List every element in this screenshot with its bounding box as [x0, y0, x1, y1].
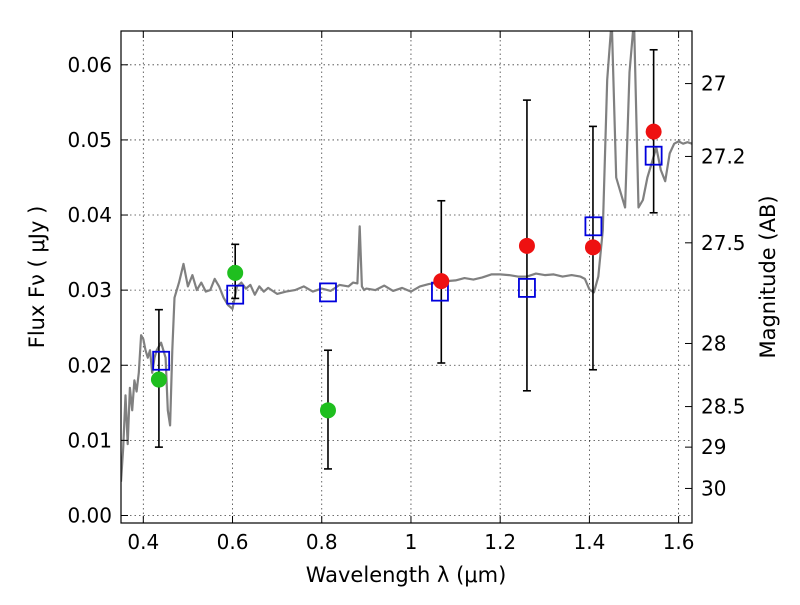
y-tick-label: 0.04 — [67, 203, 112, 227]
x-tick-label: 1.2 — [484, 530, 516, 554]
right-tick-label: 27 — [701, 72, 726, 96]
y-tick-label: 0.00 — [67, 503, 112, 527]
observed-flux-point — [584, 239, 601, 256]
right-tick-label: 27.2 — [701, 144, 746, 168]
observed-flux-point — [227, 264, 244, 281]
x-tick-label: 0.8 — [306, 530, 338, 554]
x-tick-label: 1.6 — [663, 530, 695, 554]
y-tick-label: 0.03 — [67, 278, 112, 302]
x-tick-label: 0.6 — [217, 530, 249, 554]
right-tick-label: 28 — [701, 331, 726, 355]
model-spectrum-line — [121, 31, 692, 482]
y-tick-label: 0.01 — [67, 428, 112, 452]
y-axis-label: Flux Fν ( μJy ) — [25, 206, 49, 349]
plot-area — [121, 31, 692, 482]
right-tick-label: 29 — [701, 435, 726, 459]
axis-ticks: 0.4 0.6 0.8 1 1.2 1.4 1.6 0.00 0.01 0.02 0.03 0.04 0… — [67, 31, 746, 554]
x-tick-label: 0.4 — [127, 530, 159, 554]
model-photometry-square — [226, 284, 245, 305]
model-photometry-square — [644, 145, 663, 166]
observed-flux-point — [319, 402, 336, 419]
grid — [121, 31, 692, 523]
plot-frame — [120, 30, 693, 524]
model-photometry-square — [584, 216, 603, 237]
observed-flux-point — [518, 237, 535, 254]
x-tick-label: 1 — [405, 530, 418, 554]
observed-flux-point — [645, 123, 662, 140]
model-photometry-square — [319, 282, 337, 303]
x-axis-label: Wavelength λ (μm) — [306, 563, 507, 587]
observed-flux-point — [433, 273, 450, 290]
right-tick-label: 28.5 — [701, 395, 746, 419]
x-tick-label: 1.4 — [573, 530, 605, 554]
right-axis-label: Magnitude (AB) — [756, 195, 780, 358]
model-photometry-square — [518, 277, 536, 298]
observed-flux-point — [150, 371, 167, 388]
y-tick-label: 0.02 — [67, 353, 112, 377]
model-photometry-square — [152, 350, 171, 371]
right-tick-label: 30 — [701, 476, 726, 500]
y-tick-label: 0.05 — [67, 128, 112, 152]
y-tick-label: 0.06 — [67, 53, 112, 77]
right-tick-label: 27.5 — [701, 231, 746, 255]
